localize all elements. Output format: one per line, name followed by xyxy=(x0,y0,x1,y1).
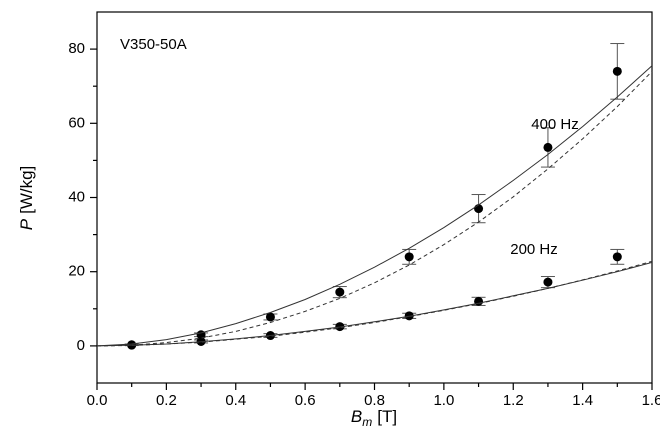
y-symbol: P xyxy=(17,218,36,230)
x-axis-title: Bm [T] xyxy=(351,407,397,429)
y-unit: [W/kg] xyxy=(17,166,36,214)
data-point xyxy=(543,277,553,287)
x-tick-label: 1.4 xyxy=(572,392,593,409)
fit-curve xyxy=(96,65,653,347)
data-point xyxy=(543,142,553,152)
x-tick-label: 1.0 xyxy=(433,392,454,409)
annotation: 400 Hz xyxy=(531,116,579,133)
y-tick-label: 0 xyxy=(77,337,85,354)
annotation: 200 Hz xyxy=(510,241,558,258)
y-tick-label: 80 xyxy=(68,40,85,57)
data-point xyxy=(612,252,622,262)
x-tick-label: 0.0 xyxy=(87,392,108,409)
y-axis-title: P [W/kg] xyxy=(17,166,36,231)
x-tick-label: 0.2 xyxy=(156,392,177,409)
y-tick-label: 20 xyxy=(68,263,85,280)
x-unit: [T] xyxy=(377,407,397,426)
data-point xyxy=(404,252,414,262)
data-point xyxy=(335,287,345,297)
fit-curve xyxy=(96,260,653,347)
y-tick-label: 60 xyxy=(68,114,85,131)
x-tick-label: 0.8 xyxy=(364,392,385,409)
x-tick-label: 1.2 xyxy=(503,392,524,409)
x-subscript: m xyxy=(362,415,372,429)
data-point xyxy=(612,66,622,76)
x-symbol: B xyxy=(351,407,362,426)
plot-frame xyxy=(96,11,653,384)
data-point xyxy=(265,312,275,322)
fit-curve xyxy=(96,71,653,347)
x-tick-label: 0.6 xyxy=(295,392,316,409)
y-tick-label: 40 xyxy=(68,188,85,205)
fit-curve xyxy=(96,261,653,347)
x-tick-label: 0.4 xyxy=(225,392,246,409)
annotation: V350-50A xyxy=(120,36,187,53)
x-tick-label: 1.6 xyxy=(642,392,660,409)
